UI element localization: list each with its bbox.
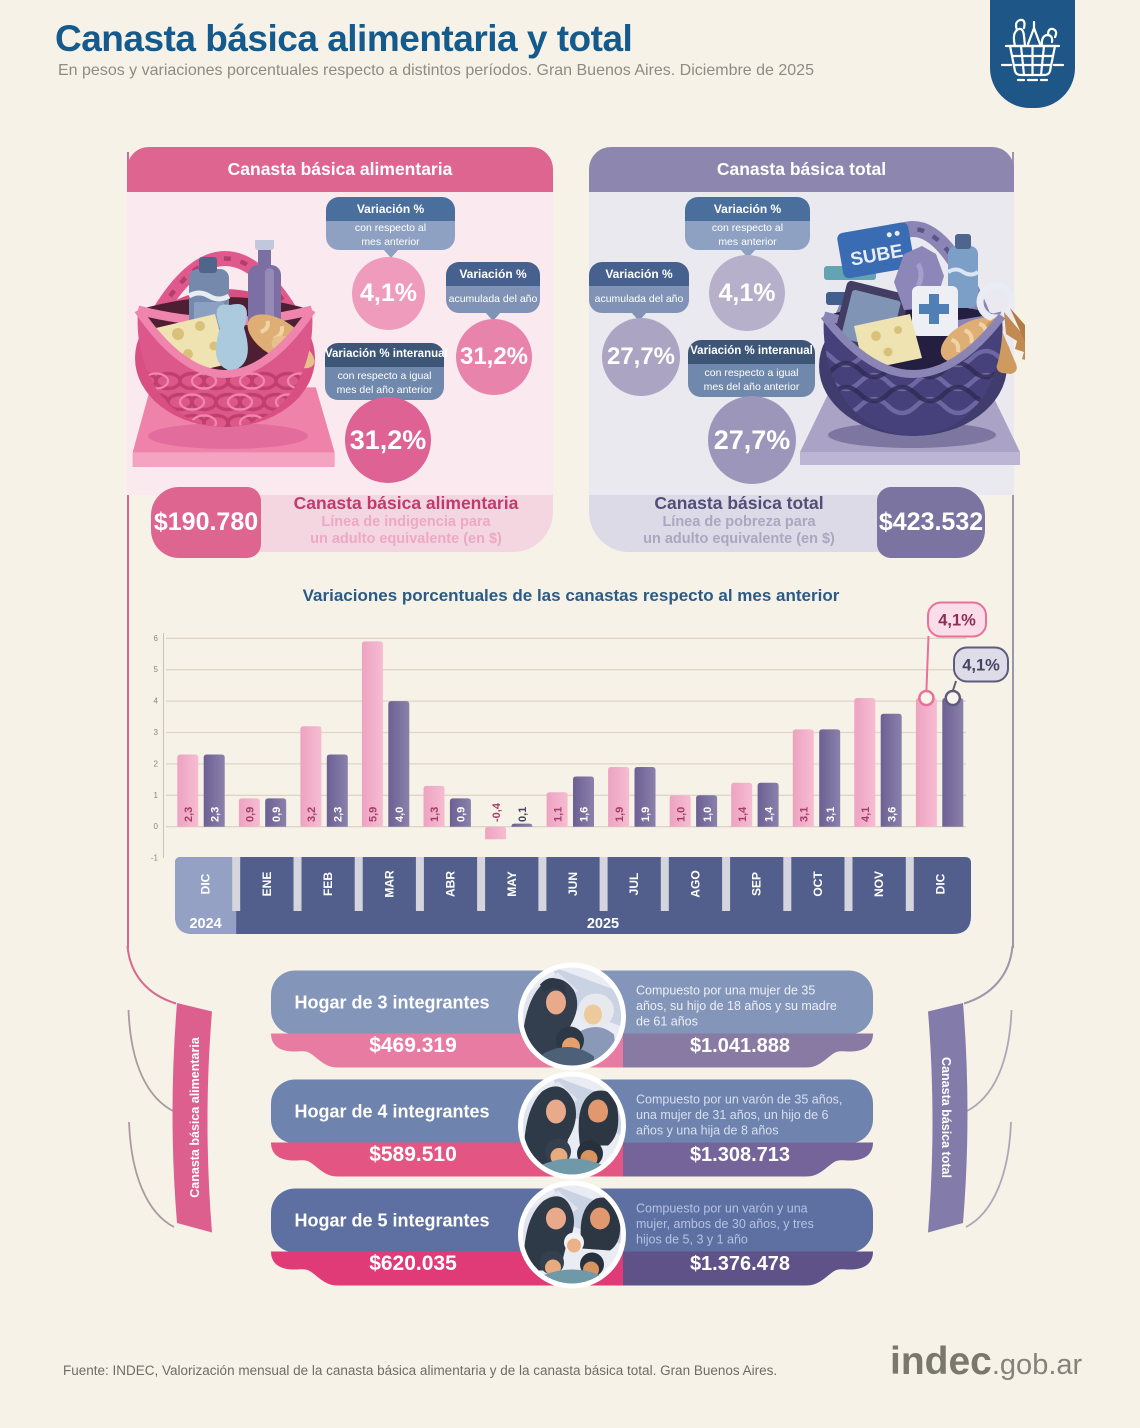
svg-text:0,9: 0,9: [456, 807, 468, 822]
svg-text:DIC: DIC: [199, 873, 213, 894]
svg-text:años, su hijo de 18 años y su: años, su hijo de 18 años y su madre: [636, 999, 837, 1013]
svg-text:-0,4: -0,4: [491, 802, 503, 822]
svg-text:NOV: NOV: [872, 871, 886, 897]
svg-text:0,9: 0,9: [245, 807, 257, 822]
svg-text:una mujer de 31 años, un hijo: una mujer de 31 años, un hijo de 6: [636, 1108, 829, 1122]
svg-text:OCT: OCT: [811, 871, 825, 897]
svg-text:DIC: DIC: [933, 873, 947, 894]
svg-text:MAR: MAR: [382, 870, 396, 898]
svg-text:0,1: 0,1: [517, 807, 529, 822]
svg-text:0,9: 0,9: [271, 807, 283, 822]
svg-text:1,0: 1,0: [702, 807, 714, 822]
svg-text:$1.041.888: $1.041.888: [690, 1035, 790, 1057]
svg-text:1,4: 1,4: [763, 806, 775, 822]
svg-text:Compuesto por un varón de 35 a: Compuesto por un varón de 35 años,: [636, 1093, 842, 1107]
svg-text:$1.376.478: $1.376.478: [690, 1253, 790, 1275]
svg-text:5,9: 5,9: [368, 807, 380, 822]
svg-text:Canasta básica total: Canasta básica total: [939, 1057, 953, 1178]
svg-text:2,3: 2,3: [333, 807, 345, 822]
svg-text:años y una hija de 8 años: años y una hija de 8 años: [636, 1124, 778, 1138]
svg-text:6: 6: [154, 634, 159, 643]
svg-text:AGO: AGO: [688, 870, 702, 897]
svg-text:4: 4: [154, 697, 159, 706]
svg-text:1,0: 1,0: [675, 807, 687, 822]
svg-text:2,3: 2,3: [209, 807, 221, 822]
svg-text:2: 2: [154, 759, 159, 768]
svg-text:1,1: 1,1: [552, 807, 564, 822]
svg-text:3,6: 3,6: [886, 807, 898, 822]
svg-text:0: 0: [154, 822, 159, 831]
svg-text:5: 5: [154, 665, 159, 674]
svg-text:mujer, ambos de 30 años, y tre: mujer, ambos de 30 años, y tres: [636, 1217, 814, 1231]
svg-text:2025: 2025: [587, 916, 619, 932]
svg-text:4,1%: 4,1%: [962, 657, 1000, 675]
svg-text:4,0: 4,0: [394, 807, 406, 822]
svg-text:1: 1: [154, 791, 159, 800]
svg-text:2,3: 2,3: [183, 807, 195, 822]
svg-text:$620.035: $620.035: [369, 1252, 457, 1275]
svg-text:3,1: 3,1: [799, 807, 811, 822]
svg-text:4,1%: 4,1%: [938, 612, 976, 630]
svg-text:Compuesto por una mujer de 35: Compuesto por una mujer de 35: [636, 984, 815, 998]
svg-text:Compuesto por un varón y una: Compuesto por un varón y una: [636, 1202, 808, 1216]
svg-text:de 61 años: de 61 años: [636, 1015, 698, 1029]
svg-text:$589.510: $589.510: [369, 1143, 457, 1166]
svg-text:4,1: 4,1: [860, 807, 872, 822]
svg-text:ABR: ABR: [444, 871, 458, 897]
svg-text:Hogar de 5 integrantes: Hogar de 5 integrantes: [294, 1211, 489, 1231]
svg-text:1,4: 1,4: [737, 806, 749, 822]
svg-text:3: 3: [154, 728, 159, 737]
svg-text:1,9: 1,9: [640, 807, 652, 822]
svg-text:$1.308.713: $1.308.713: [690, 1144, 790, 1166]
svg-text:SEP: SEP: [750, 872, 764, 896]
svg-text:2024: 2024: [189, 916, 221, 932]
svg-text:MAY: MAY: [505, 871, 519, 897]
svg-text:JUN: JUN: [566, 872, 580, 896]
svg-text:Hogar de 3 integrantes: Hogar de 3 integrantes: [294, 993, 489, 1013]
svg-text:3,2: 3,2: [306, 807, 318, 822]
svg-text:1,9: 1,9: [614, 807, 626, 822]
svg-text:FEB: FEB: [321, 872, 335, 896]
svg-text:Canasta básica alimentaria: Canasta básica alimentaria: [188, 1036, 202, 1198]
svg-text:Hogar de 4 integrantes: Hogar de 4 integrantes: [294, 1102, 489, 1122]
svg-text:$469.319: $469.319: [369, 1034, 457, 1057]
svg-text:1,6: 1,6: [579, 807, 591, 822]
svg-text:ENE: ENE: [260, 872, 274, 897]
svg-text:hijos de 5, 3 y 1 año: hijos de 5, 3 y 1 año: [636, 1233, 748, 1247]
svg-text:-1: -1: [151, 854, 159, 863]
svg-text:3,1: 3,1: [825, 807, 837, 822]
svg-text:Variaciones porcentuales de la: Variaciones porcentuales de las canastas…: [303, 586, 840, 605]
svg-text:1,3: 1,3: [429, 807, 441, 822]
svg-text:JUL: JUL: [627, 873, 641, 896]
